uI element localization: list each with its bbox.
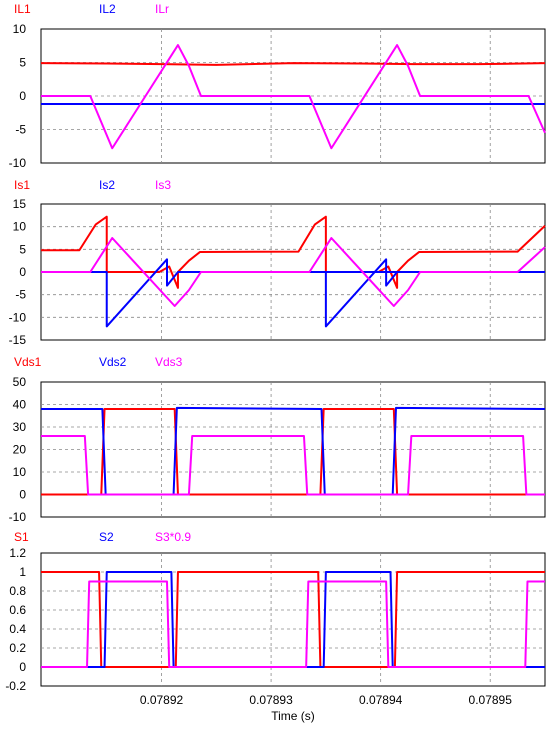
legend-label: IL1 bbox=[14, 2, 31, 16]
legend-label: Is3 bbox=[155, 178, 171, 192]
x-tick-label: 0.07892 bbox=[140, 693, 184, 707]
y-tick-label: -0.2 bbox=[5, 679, 26, 693]
y-tick-label: 0.6 bbox=[9, 603, 26, 617]
legend-label: Vds1 bbox=[14, 355, 42, 369]
y-tick-label: -10 bbox=[9, 156, 27, 170]
legend-label: Vds3 bbox=[155, 355, 183, 369]
series-line-is2b bbox=[324, 258, 398, 328]
y-tick-label: 5 bbox=[19, 56, 26, 70]
legend-label: S1 bbox=[14, 530, 29, 544]
series-line-is2 bbox=[41, 258, 545, 328]
x-tick-label: 0.07895 bbox=[469, 693, 513, 707]
y-tick-label: -5 bbox=[15, 288, 26, 302]
y-tick-label: 0.8 bbox=[9, 584, 26, 598]
x-tick-label: 0.07894 bbox=[359, 693, 403, 707]
legend-label: Vds2 bbox=[99, 355, 127, 369]
y-tick-label: 0 bbox=[19, 660, 26, 674]
y-tick-label: 0.2 bbox=[9, 641, 26, 655]
y-tick-label: 10 bbox=[13, 22, 27, 36]
series-line-vds1 bbox=[41, 408, 545, 496]
y-tick-label: -10 bbox=[9, 510, 27, 524]
x-axis-label: Time (s) bbox=[271, 709, 315, 723]
legend-label: Is2 bbox=[99, 178, 115, 192]
y-tick-label: 10 bbox=[13, 220, 27, 234]
y-tick-label: 20 bbox=[13, 443, 27, 457]
series-line-il1 bbox=[40, 62, 546, 66]
legend-label: ILr bbox=[155, 2, 169, 16]
series-line-is3 bbox=[41, 237, 546, 307]
legend-label: S3*0.9 bbox=[155, 530, 191, 544]
y-tick-label: -15 bbox=[9, 333, 27, 347]
legend-label: S2 bbox=[99, 530, 114, 544]
series-line-vds3 bbox=[41, 435, 545, 496]
y-tick-label: 50 bbox=[13, 375, 27, 389]
plot-frame-4 bbox=[40, 552, 546, 687]
y-tick-label: 0.4 bbox=[9, 622, 26, 636]
y-tick-label: 15 bbox=[13, 197, 27, 211]
y-tick-label: -5 bbox=[15, 123, 26, 137]
y-tick-label: 1 bbox=[19, 565, 26, 579]
series-line-s3-0-9 bbox=[41, 580, 545, 668]
y-tick-label: 40 bbox=[13, 398, 27, 412]
series-line-s1 bbox=[41, 571, 545, 668]
x-tick-label: 0.07893 bbox=[249, 693, 293, 707]
y-tick-label: 30 bbox=[13, 420, 27, 434]
series-line-vds2 bbox=[41, 406, 546, 496]
y-tick-label: 10 bbox=[13, 465, 27, 479]
y-tick-label: 0 bbox=[19, 488, 26, 502]
series-line-ilr bbox=[41, 44, 546, 150]
y-tick-label: 5 bbox=[19, 242, 26, 256]
legend-label: Is1 bbox=[14, 178, 30, 192]
y-tick-label: 0 bbox=[19, 265, 26, 279]
y-tick-label: -10 bbox=[9, 310, 27, 324]
y-tick-label: 0 bbox=[19, 89, 26, 103]
series-line-is1 bbox=[41, 215, 546, 289]
legend-label: IL2 bbox=[99, 2, 116, 16]
y-tick-label: 1.2 bbox=[9, 546, 26, 560]
